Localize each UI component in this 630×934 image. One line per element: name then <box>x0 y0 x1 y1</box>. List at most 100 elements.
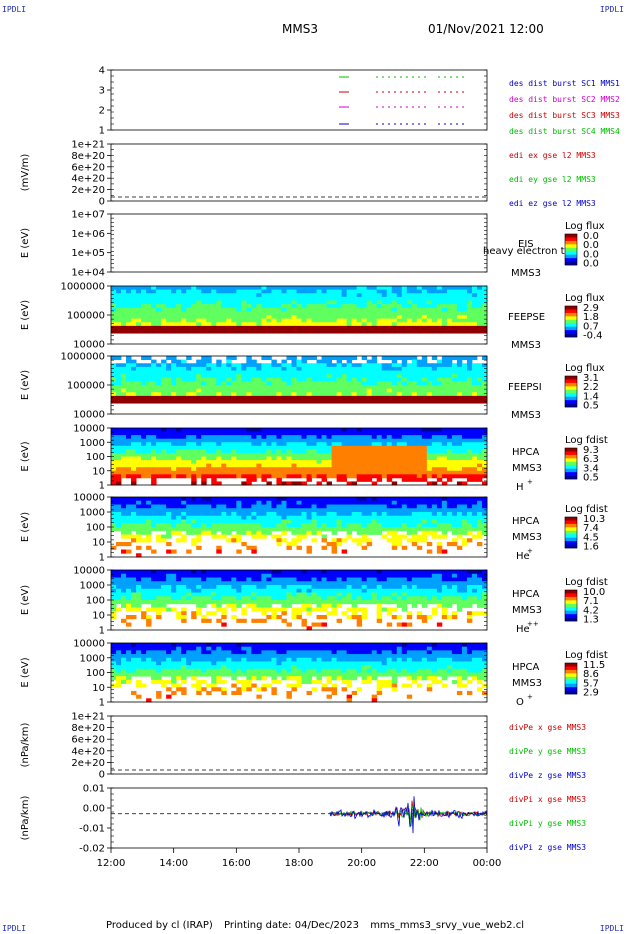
heatmap-cell <box>401 359 408 364</box>
heatmap-cell <box>181 527 187 532</box>
heatmap-cell <box>231 286 237 291</box>
heatmap-cell <box>191 449 197 454</box>
colorbar-cell <box>565 470 577 473</box>
heatmap-cell <box>311 600 317 605</box>
heatmap-cell <box>396 452 403 457</box>
heatmap-cell <box>161 395 167 400</box>
heatmap-cell <box>356 523 363 528</box>
heatmap-cell <box>406 385 413 390</box>
heatmap-cell <box>311 470 317 475</box>
heatmap-cell <box>231 318 237 323</box>
heatmap-cell <box>441 523 448 528</box>
heatmap-cell <box>301 315 307 320</box>
heatmap-cell <box>226 588 232 593</box>
heatmap-cell <box>476 449 483 454</box>
heatmap-cell <box>386 442 393 447</box>
heatmap-cell <box>136 530 142 535</box>
heatmap-cell <box>191 322 197 327</box>
heatmap-cell <box>471 356 478 361</box>
colorbar-cell <box>565 254 577 257</box>
heatmap-cell <box>216 512 222 517</box>
heatmap-cell <box>206 359 212 364</box>
heatmap-cell <box>351 377 358 382</box>
heatmap-cell <box>321 286 327 291</box>
colorbar-cell <box>565 529 577 532</box>
heatmap-cell <box>161 304 167 309</box>
heatmap-cell <box>301 445 307 450</box>
heatmap-cell <box>226 500 232 505</box>
heatmap-cell <box>261 381 267 386</box>
heatmap-cell <box>321 399 327 404</box>
heatmap-cell <box>186 549 192 554</box>
heatmap-cell <box>391 304 398 309</box>
heatmap-cell <box>276 477 282 482</box>
heatmap-cell <box>166 395 172 400</box>
heatmap-cell <box>456 392 463 397</box>
heatmap-cell <box>251 477 257 482</box>
colorbar-tick-label: 0.0 <box>583 240 599 251</box>
heatmap-cell <box>111 356 117 361</box>
heatmap-cell <box>281 286 287 291</box>
heatmap-cell <box>116 363 122 368</box>
heatmap-cell <box>261 530 267 535</box>
heatmap-cell <box>331 519 337 524</box>
heatmap-cell <box>231 523 237 528</box>
instrument-label: HPCA <box>512 516 540 527</box>
heatmap-cell <box>236 549 242 554</box>
heatmap-cell <box>296 596 302 601</box>
y-tick-label: 10000 <box>73 424 105 435</box>
heatmap-cell <box>371 481 378 486</box>
heatmap-cell <box>376 438 383 443</box>
heatmap-cell <box>306 607 312 612</box>
heatmap-cell <box>136 585 142 590</box>
heatmap-cell <box>411 311 418 316</box>
heatmap-cell <box>166 570 172 575</box>
heatmap-cell <box>216 381 222 386</box>
heatmap-cell <box>351 438 358 443</box>
heatmap-cell <box>176 512 182 517</box>
heatmap-cell <box>351 381 358 386</box>
heatmap-cell <box>296 431 302 436</box>
heatmap-cell <box>126 519 132 524</box>
heatmap-cell <box>246 592 252 597</box>
heatmap-cell <box>401 374 408 379</box>
heatmap-cell <box>201 504 207 509</box>
heatmap-cell <box>426 549 433 554</box>
heatmap-cell <box>426 512 433 517</box>
heatmap-cell <box>236 577 242 582</box>
heatmap-cell <box>311 497 317 502</box>
heatmap-cell <box>251 585 257 590</box>
heatmap-cell <box>206 611 212 616</box>
heatmap-cell <box>176 585 182 590</box>
heatmap-cell <box>326 370 332 375</box>
heatmap-cell <box>361 286 368 291</box>
heatmap-cell <box>341 477 348 482</box>
heatmap-cell <box>291 615 297 620</box>
heatmap-cell <box>361 318 368 323</box>
heatmap-cell <box>161 592 167 597</box>
heatmap-cell <box>146 392 152 397</box>
heatmap-cell <box>201 592 207 597</box>
heatmap-cell <box>291 463 297 468</box>
heatmap-cell <box>321 329 327 334</box>
heatmap-cell <box>336 497 343 502</box>
heatmap-cell <box>236 581 242 586</box>
heatmap-cell <box>331 449 337 454</box>
heatmap-cell <box>451 515 458 520</box>
heatmap-cell <box>476 300 483 305</box>
heatmap-cell <box>426 289 433 294</box>
heatmap-cell <box>406 438 413 443</box>
heatmap-cell <box>356 452 363 457</box>
colorbar-cell <box>565 379 577 382</box>
heatmap-cell <box>346 318 353 323</box>
heatmap-cell <box>401 329 408 334</box>
heatmap-cell <box>286 377 292 382</box>
heatmap-cell <box>371 570 378 575</box>
heatmap-cell <box>376 467 383 472</box>
heatmap-cell <box>421 286 428 291</box>
heatmap-cell <box>386 470 393 475</box>
heatmap-cell <box>321 374 327 379</box>
colorbar-tick-label: 1.6 <box>583 542 599 553</box>
heatmap-cell <box>141 592 147 597</box>
heatmap-cell <box>221 374 227 379</box>
